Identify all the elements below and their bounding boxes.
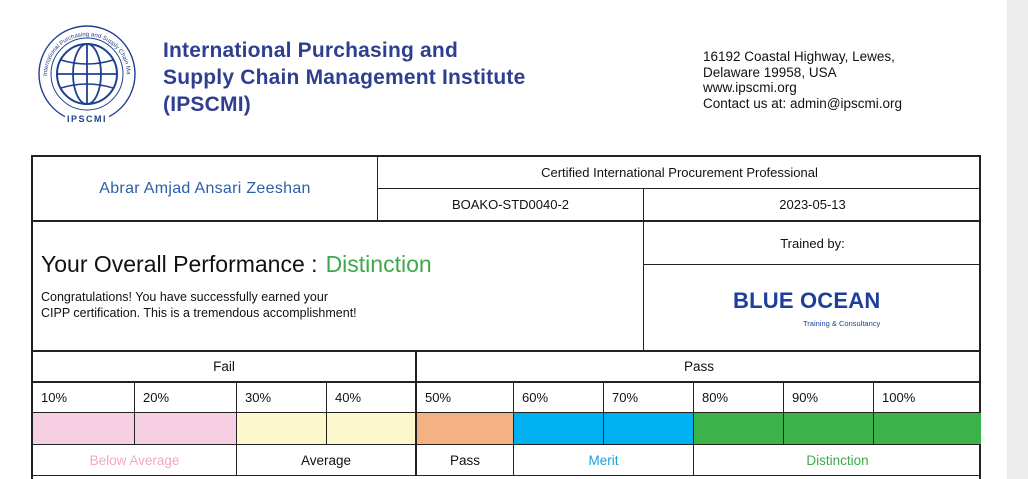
institute-name-line-1: International Purchasing and [163,39,458,62]
band-pass: Pass [449,452,480,468]
congrats-line-2: CIPP certification. This is a tremendous… [41,305,357,320]
address-line-state: Delaware 19958, USA [703,64,837,80]
group-fail: Fail [213,359,235,374]
band-color-swatch [784,413,873,444]
certificate-holder-name: Abrar Amjad Ansari Zeeshan [99,179,311,197]
performance-grade: Distinction [325,251,432,277]
band-color-swatch [514,413,603,444]
pct-30: 30% [245,390,272,405]
band-merit: Merit [588,452,619,468]
program-title: Certified International Procurement Prof… [541,165,818,180]
group-pass: Pass [683,359,714,374]
band-color-swatch [694,413,783,444]
pct-10: 10% [41,390,68,405]
blue-ocean-logo: BLUE OCEAN Training & Consultancy [733,288,893,332]
band-color-swatch [417,413,513,444]
pct-60: 60% [522,390,549,405]
certificate-page: International Purchasing and Supply Chai… [0,0,1007,479]
band-distinction: Distinction [806,452,869,468]
trainer-logo-text: BLUE OCEAN [733,288,881,313]
certificate-date: 2023-05-13 [779,197,846,212]
address-line-street: 16192 Coastal Highway, Lewes, [703,49,895,64]
institute-name: International Purchasing and Supply Chai… [163,37,525,118]
band-below-average: Below Average [89,452,180,468]
pct-50: 50% [425,390,452,405]
trainer-logo-tagline: Training & Consultancy [803,319,881,328]
student-id: BOAKO-STD0040-2 [451,197,570,212]
pct-70: 70% [612,390,639,405]
logo-abbrev: IPSCMI [67,114,107,124]
institute-address: 16192 Coastal Highway, Lewes, Delaware 1… [703,49,902,111]
band-color-swatch [327,413,415,444]
pct-80: 80% [702,390,729,405]
band-color-swatch [135,413,236,444]
ipscmi-logo: International Purchasing and Supply Chai… [37,24,136,124]
band-color-swatch [604,413,693,444]
congratulations-message: Congratulations! You have successfully e… [41,290,357,321]
pct-40: 40% [335,390,362,405]
band-color-swatch [33,413,134,444]
band-average: Average [300,452,352,468]
performance-label: Your Overall Performance : [41,251,318,277]
contact-email[interactable]: Contact us at: admin@ipscmi.org [703,95,903,111]
pct-100: 100% [882,390,916,405]
website-link[interactable]: www.ipscmi.org [703,80,797,95]
pct-90: 90% [792,390,819,405]
results-table: Abrar Amjad Ansari Zeeshan Certified Int… [31,155,981,479]
institute-name-line-2: Supply Chain Management Institute [163,66,526,89]
institute-name-line-3: (IPSCMI) [163,93,251,116]
overall-performance: Your Overall Performance : Distinction [41,251,432,278]
right-margin [1007,0,1028,479]
band-color-swatch [874,413,981,444]
congrats-line-1: Congratulations! You have successfully e… [41,290,328,304]
trained-by-label: Trained by: [780,235,845,251]
pct-20: 20% [143,390,170,405]
band-color-swatch [237,413,326,444]
